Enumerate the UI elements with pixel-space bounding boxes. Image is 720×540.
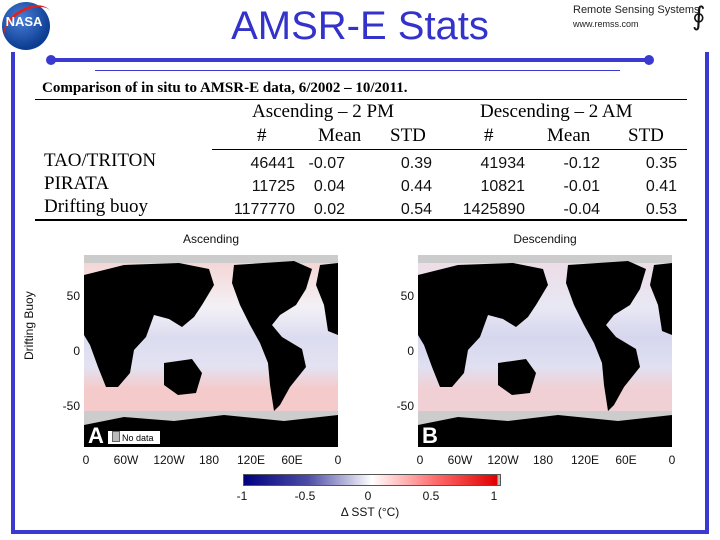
y-tick: 0 [407,344,414,358]
nasa-logo [2,2,50,50]
x-tick: 0 [82,453,90,467]
y-tick: 0 [73,344,80,358]
map-title-ascending: Ascending [182,232,240,246]
table-cell: -0.04 [563,201,600,218]
slide-frame-bottom [11,530,709,534]
map-ascending [84,255,338,447]
row-label: TAO/TRITON [44,150,157,171]
no-data-legend: No data [108,431,160,444]
map-title-descending: Descending [513,232,577,246]
x-tick: 60E [281,453,303,467]
col-header-mean-asc: Mean [318,125,362,146]
x-tick: 60W [113,453,139,467]
table-cell: 0.41 [645,178,677,195]
table-cell: -0.12 [563,155,600,172]
x-tick: 0 [416,453,424,467]
table-cell: 0.54 [400,201,432,218]
map-descending [418,255,672,447]
col-header-count-asc: # [257,125,267,146]
row-label: Drifting buoy [44,196,148,217]
panel-letter-a: A [88,423,104,448]
col-header-mean-desc: Mean [547,125,591,146]
group-header-descending: Descending – 2 AM [480,101,633,122]
x-tick: 120W [487,453,519,467]
table-cell: 0.04 [313,178,345,195]
table-cell: 1177770 [233,201,295,218]
org-url: www.remss.com [573,19,639,29]
table-cell: 11725 [251,178,295,195]
table-cell: 0.02 [313,201,345,218]
colorbar [243,474,501,486]
x-tick: 120E [236,453,266,467]
panel-letter-b: B [422,423,438,448]
row-label: PIRATA [44,173,109,194]
rss-logo-icon: ∮ [692,2,706,32]
x-tick: 180 [532,453,554,467]
col-header-std-asc: STD [390,125,426,146]
table-rule-bottom [35,219,687,221]
org-name: Remote Sensing Systems [573,4,700,16]
table-rule-mid [212,149,687,150]
x-tick: 0 [668,453,676,467]
col-header-count-desc: # [484,125,494,146]
x-tick: 120W [153,453,185,467]
y-tick: 50 [66,289,80,303]
table-rule-top [35,99,687,100]
slide-frame-right [705,52,709,534]
y-tick: -50 [396,399,414,413]
no-data-label: No data [122,433,154,443]
y-tick: -50 [62,399,80,413]
table-cell: 46441 [250,155,296,172]
colorbar-tick: 1 [490,489,498,503]
colorbar-tick: 0.5 [422,489,440,503]
colorbar-label: Δ SST (°C) [340,505,400,519]
table-cell: 41934 [480,155,526,172]
y-axis-label: Drifting Buoy [22,291,36,360]
no-data-swatch-icon [112,431,120,442]
title-subdivider [95,70,620,71]
table-cell: 0.53 [645,201,677,218]
x-tick: 120E [570,453,600,467]
title-divider [46,55,654,65]
colorbar-tick: -1 [236,489,248,503]
table-cell: -0.07 [308,155,345,172]
table-cell: 10821 [480,178,526,195]
x-tick: 60W [447,453,473,467]
table-cell: 0.44 [400,178,432,195]
colorbar-tick: 0 [364,489,372,503]
slide-title: AMSR-E Stats [231,4,489,48]
x-tick: 0 [334,453,342,467]
table-cell: -0.01 [563,178,600,195]
table-cell: 0.39 [400,155,432,172]
nasa-logo-text: NASA [5,14,43,29]
colorbar-tick: -0.5 [294,489,316,503]
y-tick: 50 [400,289,414,303]
x-tick: 60E [615,453,637,467]
x-tick: 180 [198,453,220,467]
slide-frame-left [11,52,15,534]
group-header-ascending: Ascending – 2 PM [252,101,394,122]
col-header-std-desc: STD [628,125,664,146]
table-caption: Comparison of in situ to AMSR-E data, 6/… [42,80,408,96]
table-cell: 0.35 [645,155,677,172]
table-cell: 1425890 [462,201,525,218]
